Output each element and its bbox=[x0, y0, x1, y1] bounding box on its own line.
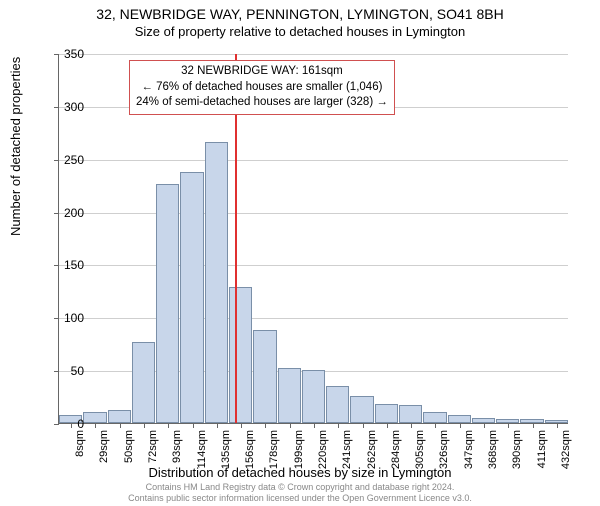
histogram-bar bbox=[156, 184, 179, 423]
xtick-label: 305sqm bbox=[414, 430, 426, 469]
histogram-bar bbox=[108, 410, 131, 423]
histogram-bar bbox=[375, 404, 398, 423]
xtick-label: 284sqm bbox=[390, 430, 402, 469]
xtick-label: 368sqm bbox=[487, 430, 499, 469]
gridline bbox=[59, 54, 568, 55]
gridline bbox=[59, 265, 568, 266]
ytick-label: 350 bbox=[44, 47, 84, 61]
annotation-line-1: 32 NEWBRIDGE WAY: 161sqm bbox=[136, 64, 388, 80]
xtick-mark bbox=[168, 423, 169, 428]
xtick-label: 262sqm bbox=[366, 430, 378, 469]
xtick-mark bbox=[217, 423, 218, 428]
annotation-line-3: 24% of semi-detached houses are larger (… bbox=[136, 95, 388, 111]
footer-line-2: Contains public sector information licen… bbox=[0, 493, 600, 504]
xtick-label: 390sqm bbox=[511, 430, 523, 469]
histogram-bar bbox=[423, 412, 446, 423]
gridline bbox=[59, 318, 568, 319]
xtick-label: 8sqm bbox=[74, 430, 86, 457]
histogram-bar bbox=[253, 330, 276, 423]
xtick-mark bbox=[314, 423, 315, 428]
xtick-mark bbox=[120, 423, 121, 428]
footer-line-1: Contains HM Land Registry data © Crown c… bbox=[0, 482, 600, 493]
xtick-label: 347sqm bbox=[463, 430, 475, 469]
xtick-mark bbox=[338, 423, 339, 428]
xtick-mark bbox=[387, 423, 388, 428]
xtick-mark bbox=[241, 423, 242, 428]
xtick-mark bbox=[363, 423, 364, 428]
ytick-label: 300 bbox=[44, 100, 84, 114]
xtick-mark bbox=[435, 423, 436, 428]
xtick-label: 156sqm bbox=[244, 430, 256, 469]
histogram-bar bbox=[326, 386, 349, 423]
gridline bbox=[59, 213, 568, 214]
chart-title-sub: Size of property relative to detached ho… bbox=[0, 24, 600, 39]
ytick-label: 50 bbox=[44, 364, 84, 378]
xtick-mark bbox=[533, 423, 534, 428]
annotation-line-2: ← 76% of detached houses are smaller (1,… bbox=[136, 80, 388, 96]
histogram-bar bbox=[302, 370, 325, 423]
chart-title-main: 32, NEWBRIDGE WAY, PENNINGTON, LYMINGTON… bbox=[0, 6, 600, 22]
xtick-mark bbox=[508, 423, 509, 428]
ytick-label: 0 bbox=[44, 417, 84, 431]
gridline bbox=[59, 160, 568, 161]
xtick-label: 114sqm bbox=[196, 430, 208, 468]
plot-region: 32 NEWBRIDGE WAY: 161sqm← 76% of detache… bbox=[58, 54, 568, 424]
xtick-label: 199sqm bbox=[293, 430, 305, 469]
xtick-mark bbox=[411, 423, 412, 428]
histogram-bar bbox=[278, 368, 301, 423]
histogram-bar bbox=[350, 396, 373, 423]
histogram-bar bbox=[399, 405, 422, 423]
xtick-mark bbox=[95, 423, 96, 428]
histogram-bar bbox=[229, 287, 252, 423]
xtick-label: 432sqm bbox=[560, 430, 572, 469]
xtick-mark bbox=[290, 423, 291, 428]
xtick-label: 93sqm bbox=[171, 430, 183, 463]
y-axis-label: Number of detached properties bbox=[8, 57, 23, 236]
xtick-label: 72sqm bbox=[147, 430, 159, 463]
ytick-label: 150 bbox=[44, 258, 84, 272]
histogram-bar bbox=[448, 415, 471, 423]
xtick-mark bbox=[265, 423, 266, 428]
footer-attribution: Contains HM Land Registry data © Crown c… bbox=[0, 482, 600, 505]
xtick-mark bbox=[144, 423, 145, 428]
xtick-label: 326sqm bbox=[438, 430, 450, 469]
ytick-label: 250 bbox=[44, 153, 84, 167]
ytick-label: 200 bbox=[44, 206, 84, 220]
xtick-mark bbox=[460, 423, 461, 428]
chart-area: 32 NEWBRIDGE WAY: 161sqm← 76% of detache… bbox=[58, 54, 568, 424]
xtick-label: 50sqm bbox=[123, 430, 135, 463]
xtick-mark bbox=[557, 423, 558, 428]
xtick-label: 135sqm bbox=[220, 430, 232, 469]
ytick-label: 100 bbox=[44, 311, 84, 325]
xtick-label: 220sqm bbox=[317, 430, 329, 469]
xtick-mark bbox=[484, 423, 485, 428]
histogram-bar bbox=[205, 142, 228, 423]
histogram-bar bbox=[132, 342, 155, 423]
xtick-label: 241sqm bbox=[341, 430, 353, 469]
histogram-bar bbox=[180, 172, 203, 423]
xtick-label: 178sqm bbox=[268, 430, 280, 469]
xtick-label: 411sqm bbox=[536, 430, 548, 468]
histogram-bar bbox=[83, 412, 106, 423]
xtick-label: 29sqm bbox=[98, 430, 110, 463]
xtick-mark bbox=[193, 423, 194, 428]
annotation-box: 32 NEWBRIDGE WAY: 161sqm← 76% of detache… bbox=[129, 60, 395, 115]
